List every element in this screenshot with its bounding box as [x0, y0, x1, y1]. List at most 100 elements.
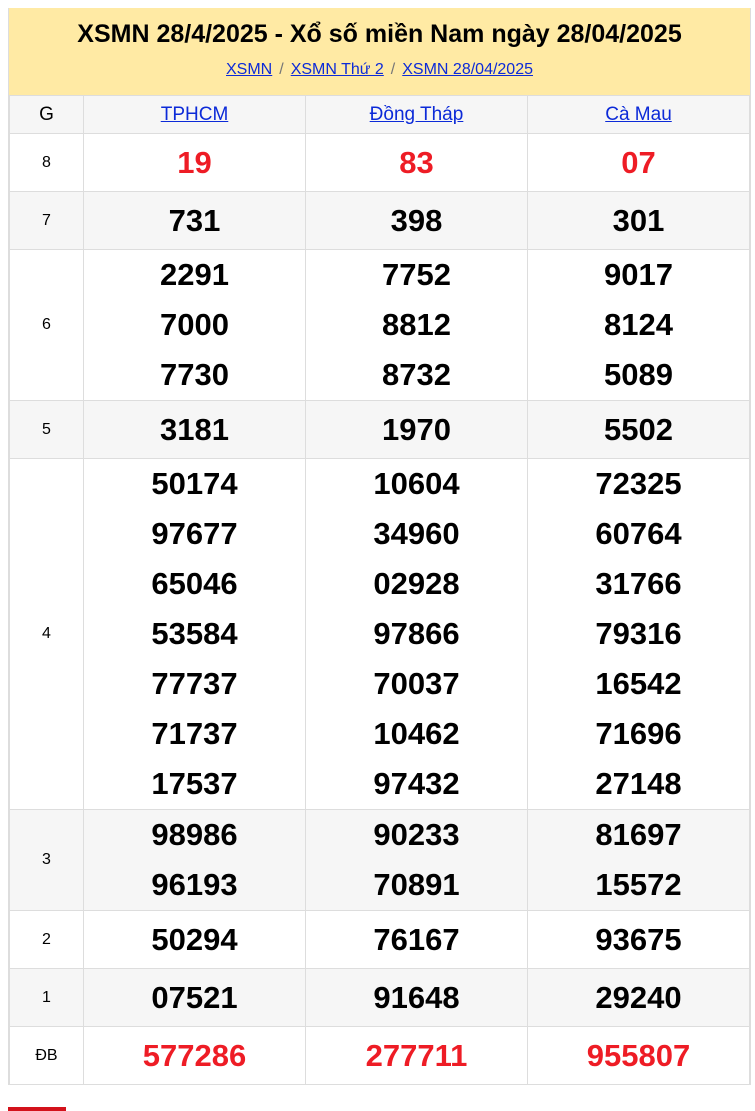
result-cell: 277711 [305, 1026, 528, 1085]
lottery-number: 7730 [160, 357, 229, 392]
result-cell: 9017 8124 5089 [527, 249, 750, 401]
prize-row: 5 3181 1970 5502 [9, 400, 750, 459]
lottery-number: 70037 [373, 666, 460, 701]
result-cell: 398 [305, 191, 528, 250]
lottery-number: 5502 [604, 411, 673, 447]
lottery-number: 96193 [151, 867, 238, 902]
result-cell: 731 [83, 191, 306, 250]
lottery-number: 50294 [151, 921, 238, 957]
result-cell: 10604 34960 02928 97866 70037 10462 97432 [305, 458, 528, 810]
lottery-number: 97866 [373, 616, 460, 651]
lottery-number: 98986 [151, 817, 238, 852]
lottery-number: 577286 [142, 1037, 247, 1073]
breadcrumb-xsmn[interactable]: XSMN [226, 61, 273, 78]
table-header-row: G TPHCM Đồng Tháp Cà Mau [9, 95, 750, 134]
breadcrumb-separator: / [279, 61, 284, 78]
lottery-number: 8812 [382, 307, 451, 342]
lottery-number: 301 [612, 202, 665, 238]
prize-row: 6 2291 7000 7730 7752 8812 8732 9017 8124 5089 [9, 249, 750, 401]
lottery-number: 5089 [604, 357, 673, 392]
lottery-number: 65046 [151, 566, 238, 601]
result-cell: 7752 8812 8732 [305, 249, 528, 401]
lottery-number: 77737 [151, 666, 238, 701]
lottery-number: 7752 [382, 257, 451, 292]
result-cell: 50174 97677 65046 53584 77737 71737 17537 [83, 458, 306, 810]
lottery-number: 15572 [595, 867, 682, 902]
prize-label: 2 [9, 910, 84, 969]
lottery-number: 1970 [382, 411, 451, 447]
lottery-number: 17537 [151, 766, 238, 801]
lottery-number: 07 [621, 144, 656, 180]
prize-row: 7 731 398 301 [9, 191, 750, 250]
result-cell: 83 [305, 133, 528, 192]
results-panel: XSMN 28/4/2025 - Xổ số miền Nam ngày 28/… [8, 8, 751, 1085]
result-cell: 2291 7000 7730 [83, 249, 306, 401]
prize-label: 5 [9, 400, 84, 459]
result-cell: 98986 96193 [83, 809, 306, 911]
lottery-number: 7000 [160, 307, 229, 342]
prize-row: ĐB 577286 277711 955807 [9, 1026, 750, 1085]
result-cell: 81697 15572 [527, 809, 750, 911]
lottery-number: 81697 [595, 817, 682, 852]
lottery-number: 79316 [595, 616, 682, 651]
province-header-dong-thap: Đồng Tháp [305, 95, 528, 134]
province-link[interactable]: TPHCM [160, 103, 229, 125]
province-link[interactable]: Đồng Tháp [369, 103, 464, 125]
result-cell: 955807 [527, 1026, 750, 1085]
lottery-number: 07521 [151, 979, 238, 1015]
lottery-number: 29240 [595, 979, 682, 1015]
lottery-number: 60764 [595, 516, 682, 551]
lottery-number: 10604 [373, 466, 460, 501]
lottery-number: 8732 [382, 357, 451, 392]
results-table: G TPHCM Đồng Tháp Cà Mau 8 19 83 07 7 731 398 3… [9, 95, 750, 1085]
result-cell: 07521 [83, 968, 306, 1027]
prize-column-header: G [9, 95, 84, 134]
result-cell: 91648 [305, 968, 528, 1027]
prize-label: 6 [9, 249, 84, 401]
lottery-number: 277711 [365, 1037, 468, 1073]
page-title: XSMN 28/4/2025 - Xổ số miền Nam ngày 28/… [77, 20, 682, 48]
title-band: XSMN 28/4/2025 - Xổ số miền Nam ngày 28/… [9, 8, 750, 95]
result-cell: 19 [83, 133, 306, 192]
prize-label: 3 [9, 809, 84, 911]
province-header-ca-mau: Cà Mau [527, 95, 750, 134]
lottery-number: 91648 [373, 979, 460, 1015]
result-cell: 301 [527, 191, 750, 250]
lottery-number: 955807 [586, 1037, 691, 1073]
result-cell: 577286 [83, 1026, 306, 1085]
lottery-number: 53584 [151, 616, 238, 651]
lottery-number: 34960 [373, 516, 460, 551]
lottery-number: 50174 [151, 466, 238, 501]
result-cell: 76167 [305, 910, 528, 969]
province-link[interactable]: Cà Mau [605, 103, 672, 125]
lottery-number: 83 [399, 144, 434, 180]
prize-label: 1 [9, 968, 84, 1027]
prize-row: 8 19 83 07 [9, 133, 750, 192]
lottery-number: 2291 [160, 257, 229, 292]
prize-label: 4 [9, 458, 84, 810]
lottery-number: 16542 [595, 666, 682, 701]
prize-label: ĐB [9, 1026, 84, 1085]
prize-label: 8 [9, 133, 84, 192]
breadcrumb-xsmn-date[interactable]: XSMN 28/04/2025 [402, 61, 533, 78]
lottery-number: 3181 [160, 411, 229, 447]
prize-row: 3 98986 96193 90233 70891 81697 15572 [9, 809, 750, 911]
lottery-number: 97432 [373, 766, 460, 801]
breadcrumb-xsmn-thu-2[interactable]: XSMN Thứ 2 [290, 61, 384, 78]
lottery-number: 8124 [604, 307, 673, 342]
active-tab-indicator [8, 1107, 66, 1111]
result-cell: 50294 [83, 910, 306, 969]
breadcrumb: XSMN / XSMN Thứ 2 / XSMN 28/04/2025 [9, 61, 750, 79]
result-cell: 93675 [527, 910, 750, 969]
lottery-number: 02928 [373, 566, 460, 601]
result-cell: 07 [527, 133, 750, 192]
lottery-number: 10462 [373, 716, 460, 751]
lottery-number: 27148 [595, 766, 682, 801]
lottery-number: 19 [177, 144, 212, 180]
prize-row: 4 50174 97677 65046 53584 77737 71737 17537 1060… [9, 458, 750, 810]
result-cell: 29240 [527, 968, 750, 1027]
lottery-number: 70891 [373, 867, 460, 902]
province-header-tphcm: TPHCM [83, 95, 306, 134]
lottery-number: 31766 [595, 566, 682, 601]
lottery-number: 71737 [151, 716, 238, 751]
